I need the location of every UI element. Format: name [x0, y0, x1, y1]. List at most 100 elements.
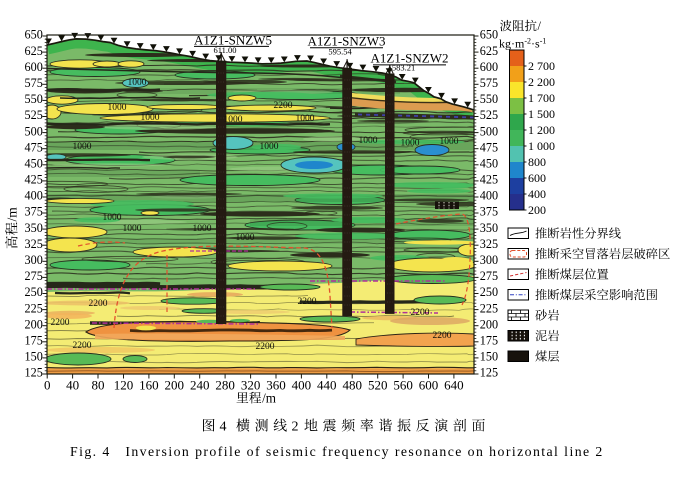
svg-text:625: 625 [480, 44, 498, 58]
svg-text:275: 275 [480, 269, 498, 283]
svg-text:225: 225 [480, 301, 498, 315]
svg-text:1 200: 1 200 [528, 123, 555, 137]
svg-text:2200: 2200 [89, 299, 108, 309]
svg-text:125: 125 [480, 366, 498, 380]
svg-text:575: 575 [480, 76, 498, 90]
svg-text:1000: 1000 [260, 142, 279, 152]
svg-text:1000: 1000 [193, 224, 212, 234]
svg-text:350: 350 [480, 221, 498, 235]
svg-text:440: 440 [317, 378, 337, 393]
svg-text:175: 175 [25, 334, 43, 348]
svg-text:150: 150 [25, 350, 43, 364]
svg-text:640: 640 [444, 378, 464, 393]
svg-text:600: 600 [480, 60, 498, 74]
svg-text:250: 250 [25, 285, 43, 299]
svg-text:A1Z1-SNZW3: A1Z1-SNZW3 [308, 34, 386, 49]
svg-text:375: 375 [25, 205, 43, 219]
svg-text:40: 40 [66, 378, 79, 393]
svg-text:600: 600 [419, 378, 439, 393]
svg-text:200: 200 [528, 203, 546, 217]
svg-text:480: 480 [342, 378, 362, 393]
svg-text:360: 360 [266, 378, 286, 393]
svg-text:425: 425 [480, 173, 498, 187]
svg-text:400: 400 [292, 378, 312, 393]
svg-text:1000: 1000 [224, 115, 243, 125]
svg-text:1 500: 1 500 [528, 107, 555, 121]
svg-text:611.00: 611.00 [213, 45, 236, 55]
svg-text:525: 525 [480, 108, 498, 122]
svg-text:1000: 1000 [123, 224, 142, 234]
svg-text:1000: 1000 [103, 213, 122, 223]
svg-text:200: 200 [165, 378, 185, 393]
svg-text:525: 525 [25, 108, 43, 122]
svg-text:240: 240 [190, 378, 210, 393]
svg-text:225: 225 [25, 301, 43, 315]
svg-text:200: 200 [25, 317, 43, 331]
svg-text:2200: 2200 [256, 342, 275, 352]
svg-text:475: 475 [25, 140, 43, 154]
svg-text:1000: 1000 [440, 137, 459, 147]
svg-text:600: 600 [25, 60, 43, 74]
svg-text:1 700: 1 700 [528, 91, 555, 105]
svg-text:1000: 1000 [141, 113, 160, 123]
svg-text:2200: 2200 [274, 101, 293, 111]
svg-text:280: 280 [215, 378, 235, 393]
svg-text:500: 500 [480, 124, 498, 138]
svg-text:Fig. 4 Inversion profile of: Fig. 4 Inversion profile of seismic freq… [70, 444, 604, 459]
svg-text:350: 350 [25, 221, 43, 235]
svg-text:475: 475 [480, 140, 498, 154]
svg-text:200: 200 [480, 317, 498, 331]
svg-text:A1Z1-SNZW5: A1Z1-SNZW5 [194, 32, 272, 47]
svg-text:2200: 2200 [433, 331, 452, 341]
svg-text:2 700: 2 700 [528, 59, 555, 73]
svg-text:300: 300 [480, 253, 498, 267]
svg-text:1000: 1000 [296, 114, 315, 124]
svg-text:450: 450 [480, 157, 498, 171]
svg-text:275: 275 [25, 269, 43, 283]
svg-text:375: 375 [480, 205, 498, 219]
svg-text:625: 625 [25, 44, 43, 58]
svg-text:575: 575 [25, 76, 43, 90]
svg-text:2: 2 [292, 419, 299, 434]
svg-text:175: 175 [480, 334, 498, 348]
svg-text:400: 400 [25, 189, 43, 203]
svg-text:1000: 1000 [359, 136, 378, 146]
svg-text:400: 400 [480, 189, 498, 203]
svg-text:/m: /m [5, 207, 20, 222]
svg-text:550: 550 [480, 92, 498, 106]
svg-text:2200: 2200 [298, 297, 317, 307]
svg-text:kg·m-2·s-1: kg·m-2·s-1 [499, 36, 546, 50]
svg-text:325: 325 [25, 237, 43, 251]
svg-text:650: 650 [25, 28, 43, 42]
svg-text:500: 500 [25, 124, 43, 138]
svg-text:2200: 2200 [73, 341, 92, 351]
svg-text:520: 520 [368, 378, 388, 393]
svg-text:550: 550 [25, 92, 43, 106]
svg-text:600: 600 [528, 171, 546, 185]
svg-text:250: 250 [480, 285, 498, 299]
svg-text:425: 425 [25, 173, 43, 187]
svg-text:2200: 2200 [51, 318, 70, 328]
svg-text:300: 300 [25, 253, 43, 267]
svg-text:2 200: 2 200 [528, 75, 555, 89]
svg-text:150: 150 [480, 350, 498, 364]
svg-text:560: 560 [393, 378, 413, 393]
svg-text:A1Z1-SNZW2: A1Z1-SNZW2 [371, 51, 449, 66]
svg-text:400: 400 [528, 187, 546, 201]
svg-text:2200: 2200 [411, 308, 430, 318]
svg-text:1000: 1000 [236, 233, 255, 243]
svg-text:1000: 1000 [128, 78, 147, 88]
svg-text:/: / [538, 19, 542, 33]
svg-text:1 000: 1 000 [528, 139, 555, 153]
svg-text:595.54: 595.54 [328, 46, 352, 56]
svg-text:1000: 1000 [73, 142, 92, 152]
svg-text:320: 320 [241, 378, 261, 393]
svg-text:325: 325 [480, 237, 498, 251]
svg-text:80: 80 [92, 378, 105, 393]
svg-text:800: 800 [528, 155, 546, 169]
svg-text:125: 125 [25, 366, 43, 380]
svg-text:0: 0 [44, 378, 51, 393]
svg-text:583.21: 583.21 [392, 62, 415, 72]
svg-text:1000: 1000 [108, 103, 127, 113]
svg-text:/m: /m [262, 391, 277, 406]
